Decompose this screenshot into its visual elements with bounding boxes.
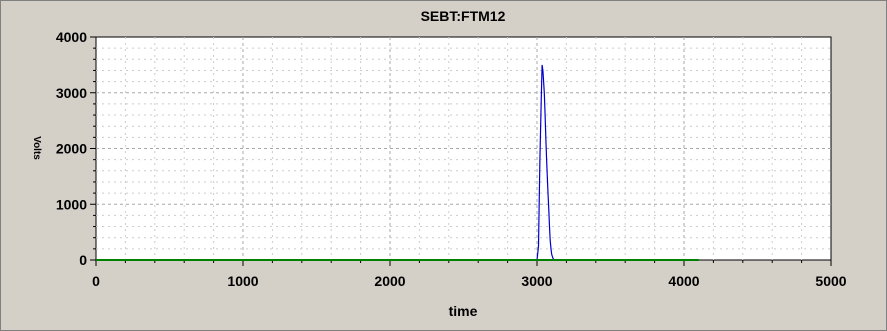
x-tick-label: 5000 xyxy=(815,273,846,289)
series-group xyxy=(96,64,699,261)
chart-title: SEBT:FTM12 xyxy=(421,8,506,24)
grid-lines xyxy=(96,37,831,260)
series-line-1 xyxy=(96,64,699,261)
x-axis: 0 1000 2000 3000 4000 5000 xyxy=(92,260,847,289)
y-tick-label: 4000 xyxy=(56,29,87,45)
x-tick-label: 0 xyxy=(92,273,100,289)
y-tick-label: 2000 xyxy=(56,141,87,157)
y-axis-label: Volts xyxy=(31,136,42,160)
y-tick-label: 3000 xyxy=(56,85,87,101)
y-tick-label: 0 xyxy=(79,252,87,268)
x-tick-label: 3000 xyxy=(521,273,552,289)
x-tick-label: 1000 xyxy=(227,273,258,289)
x-tick-label: 2000 xyxy=(374,273,405,289)
y-axis: 0 1000 2000 3000 4000 xyxy=(56,29,96,268)
x-tick-label: 4000 xyxy=(668,273,699,289)
x-axis-label: time xyxy=(449,303,478,319)
y-tick-label: 1000 xyxy=(56,196,87,212)
